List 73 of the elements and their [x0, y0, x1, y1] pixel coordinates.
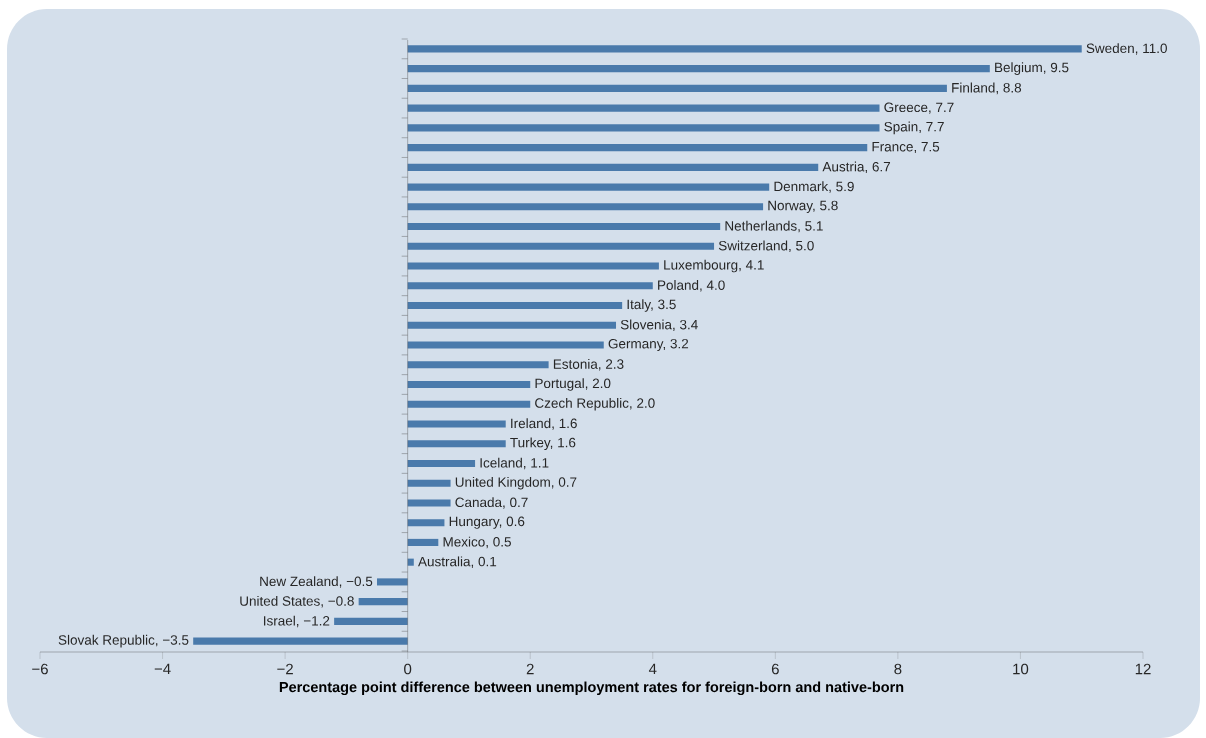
data-label: Spain, 7.7 [884, 121, 944, 135]
bar [407, 144, 868, 152]
data-label: Greece, 7.7 [884, 102, 954, 114]
data-label: Luxembourg, 4.1 [664, 259, 764, 273]
bar [407, 400, 531, 408]
data-label: Estonia, 2.3 [553, 359, 624, 371]
x-tick-label: 10 [1013, 663, 1029, 675]
bar [407, 163, 819, 171]
data-label: Finland, 8.8 [952, 82, 1022, 95]
x-tick-label: 0 [404, 663, 412, 675]
bar [407, 558, 414, 566]
data-label: Norway, 5.8 [768, 200, 838, 213]
data-label: Poland, 4.0 [658, 280, 725, 292]
bar [407, 45, 1082, 53]
x-tick-label: 8 [894, 663, 902, 675]
bar [407, 124, 880, 132]
data-label: Netherlands, 5.1 [725, 220, 823, 233]
data-label: Slovenia, 3.4 [620, 319, 698, 332]
data-label: Israel, −1.2 [264, 615, 330, 628]
data-label: France, 7.5 [872, 142, 940, 154]
data-label: United Kingdom, 0.7 [455, 476, 577, 490]
x-axis-title: Percentage point difference between unemployment rates for foreign-born and native-born [279, 681, 904, 696]
data-label: United States, −0.8 [240, 595, 354, 608]
data-label: Turkey, 1.6 [510, 437, 576, 451]
bar [407, 282, 653, 290]
bar [193, 637, 408, 645]
data-label: Australia, 0.1 [418, 556, 497, 568]
bar [407, 538, 439, 546]
bar [334, 617, 408, 625]
bar [407, 361, 549, 369]
bar [377, 578, 408, 586]
bar [358, 598, 408, 606]
x-tick-label: 6 [771, 663, 779, 675]
bar [407, 84, 947, 92]
data-label: Switzerland, 5.0 [718, 240, 814, 253]
x-tick-label: −2 [277, 663, 293, 675]
bar [407, 262, 659, 270]
x-tick-label: 2 [526, 663, 534, 675]
bar [407, 203, 764, 211]
data-label: Austria, 6.7 [822, 161, 891, 174]
bar [407, 321, 617, 329]
bar [407, 380, 531, 389]
bar [407, 341, 604, 349]
bar [407, 519, 445, 527]
data-label: Hungary, 0.6 [449, 516, 525, 529]
x-tick-label: −4 [154, 663, 171, 675]
data-label: Belgium, 9.5 [995, 62, 1069, 75]
data-label: Germany, 3.2 [608, 338, 689, 352]
data-label: Sweden, 11.0 [1086, 43, 1167, 55]
bar [407, 223, 721, 231]
bar [407, 104, 880, 112]
data-label: Iceland, 1.1 [480, 457, 549, 470]
bar [407, 242, 715, 250]
bar [407, 183, 770, 191]
data-label: Mexico, 0.5 [443, 536, 511, 549]
x-tick-label: 4 [648, 663, 657, 675]
data-label: Canada, 0.7 [455, 497, 528, 509]
bar [407, 420, 506, 428]
bar [407, 440, 506, 448]
bar [407, 459, 476, 468]
data-label: Italy, 3.5 [627, 299, 676, 312]
bar [407, 479, 451, 487]
data-label: Slovak Republic, −3.5 [58, 634, 189, 648]
bar [407, 301, 623, 310]
data-label: Denmark, 5.9 [774, 181, 854, 193]
data-label: Ireland, 1.6 [511, 418, 577, 430]
data-label: New Zealand, −0.5 [260, 576, 373, 588]
bar [407, 499, 451, 507]
x-tick-label: 12 [1135, 663, 1151, 675]
data-label: Czech Republic, 2.0 [535, 397, 655, 411]
bar [407, 65, 990, 73]
data-label: Portugal, 2.0 [535, 378, 611, 391]
x-tick-label: −6 [32, 663, 48, 675]
